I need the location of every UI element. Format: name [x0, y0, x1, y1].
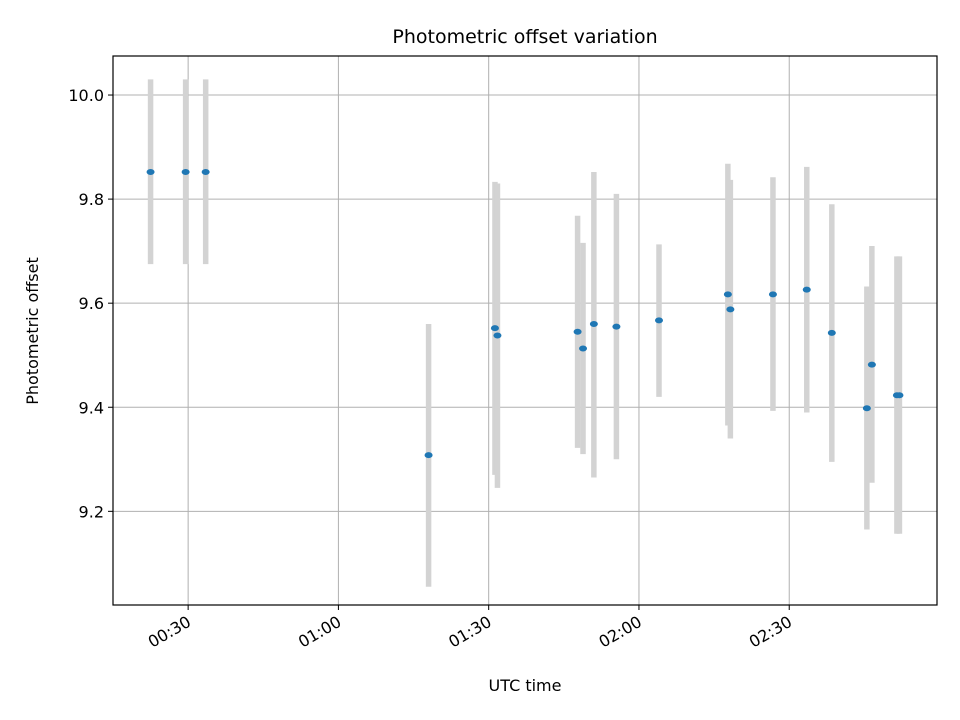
data-point: [181, 169, 190, 176]
plot-area-frame: [112, 55, 938, 606]
data-point: [612, 323, 621, 330]
y-tick-label: 9.4: [79, 398, 104, 417]
data-point: [490, 325, 499, 332]
data-point: [654, 317, 663, 324]
data-point: [862, 405, 871, 412]
y-tick-label: 9.6: [79, 294, 104, 313]
data-point: [573, 328, 582, 335]
data-point: [493, 332, 502, 339]
chart-title: Photometric offset variation: [392, 26, 657, 48]
data-point: [589, 320, 598, 327]
data-point: [827, 329, 836, 336]
y-tick-label: 9.2: [79, 502, 104, 521]
data-point: [723, 291, 732, 298]
x-axis-label: UTC time: [489, 676, 562, 695]
grid: [113, 56, 937, 605]
data-points: [146, 169, 904, 459]
data-point: [146, 169, 155, 176]
data-point: [768, 291, 777, 298]
data-point: [726, 306, 735, 313]
data-point: [802, 286, 811, 293]
data-point: [579, 345, 588, 352]
y-tick-label: 10.0: [68, 86, 104, 105]
y-axis: 9.2 9.4 9.6 9.8 10.0: [68, 86, 113, 521]
data-point: [424, 452, 433, 459]
data-point: [201, 169, 210, 176]
y-axis-label: Photometric offset: [23, 257, 42, 405]
data-point: [895, 392, 904, 399]
y-tick-label: 9.8: [79, 190, 104, 209]
data-point: [867, 361, 876, 368]
